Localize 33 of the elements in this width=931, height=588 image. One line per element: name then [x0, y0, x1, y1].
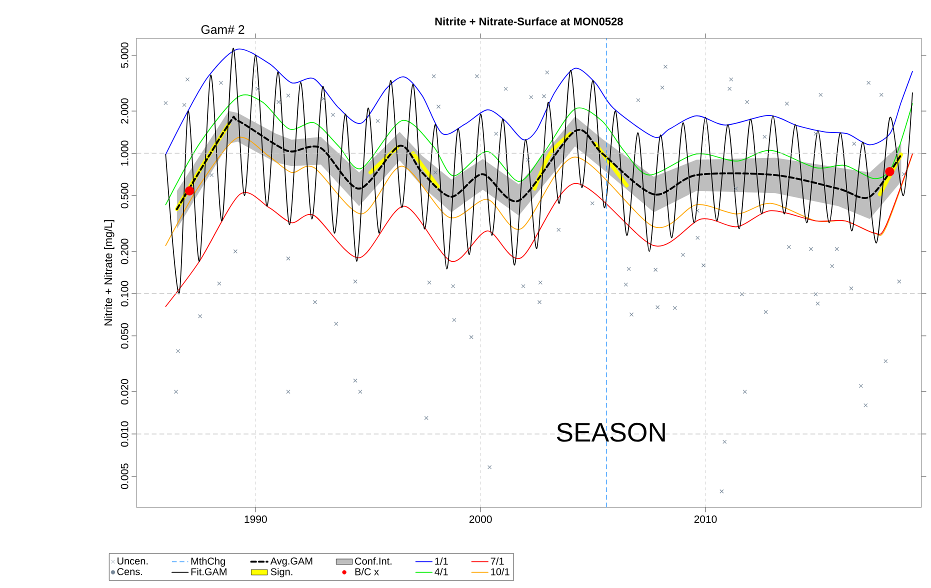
legend-label: Cens.: [117, 568, 142, 576]
y-tick-label: 2.000: [120, 98, 128, 124]
line-series: [165, 48, 913, 294]
annotation: SEASON: [556, 422, 665, 442]
legend-label: 4/1: [434, 568, 448, 576]
legend-label: Sign.: [270, 568, 292, 578]
legend-label: B/C x: [355, 568, 379, 576]
y-tick-label: 0.200: [120, 238, 128, 264]
y-tick-label: 0.100: [120, 281, 128, 306]
chart-title: Nitrite + Nitrate-Surface at MON0528: [435, 17, 623, 26]
legend-label: Uncen.: [118, 558, 148, 565]
y-tick-label: 5.000: [120, 42, 128, 68]
x-tick-label: 2010: [694, 516, 717, 524]
y-axis-title: Nitrite + Nitrate [mg/L]: [104, 220, 114, 326]
legend-label: 10/1: [491, 568, 510, 576]
x-tick-label: 2000: [469, 516, 492, 524]
y-tick-label: 0.010: [120, 421, 128, 447]
y-tick-label: 0.005: [120, 464, 128, 490]
y-tick-label: 1.000: [120, 140, 128, 166]
y-tick-label: 0.020: [120, 379, 128, 405]
legend-label: MthChg: [191, 557, 225, 567]
legend-label: Fit.GAM: [191, 568, 226, 576]
y-tick-label: 0.050: [120, 323, 128, 349]
line-series: [165, 48, 913, 156]
x-tick-label: 1990: [244, 516, 267, 524]
text: Gam# 2: [201, 25, 244, 34]
legend-label: Avg.GAM: [270, 558, 312, 567]
legend-label: 1/1: [435, 557, 448, 565]
line-series: [165, 137, 913, 246]
line-series: [165, 154, 913, 308]
legend-label: Conf.Int.: [355, 557, 392, 565]
legend-label: 7/1: [490, 557, 504, 565]
y-tick-label: 0.500: [120, 182, 128, 208]
